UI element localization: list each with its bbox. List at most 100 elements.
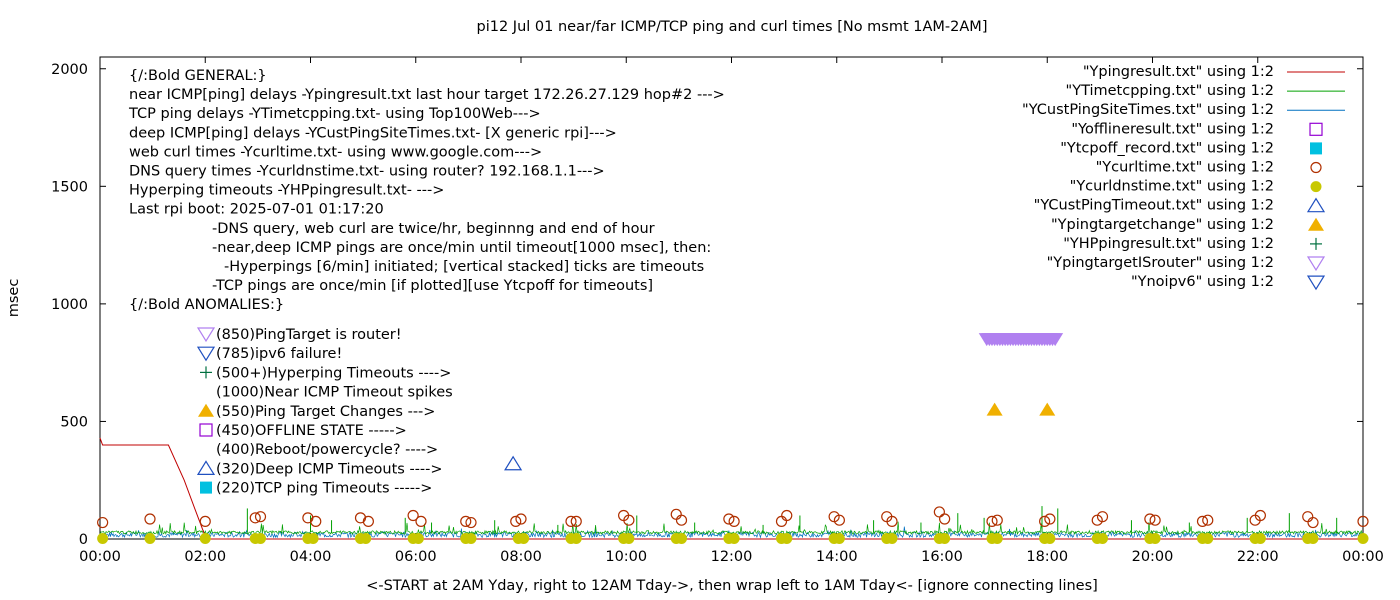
series-6-point	[991, 533, 1003, 545]
series-6-point	[623, 533, 635, 545]
legend-swatch	[1310, 181, 1322, 193]
legend-label: "YTimetcpping.txt" using 1:2	[1066, 83, 1274, 99]
series-5-point	[510, 515, 522, 527]
series-5-point	[144, 513, 156, 525]
legend-label: "Yofflineresult.txt" using 1:2	[1071, 121, 1274, 137]
legend-label: "Ypingresult.txt" using 1:2	[1083, 64, 1274, 80]
legend-label: "Ynoipv6" using 1:2	[1131, 274, 1274, 290]
anomaly-key-symbol	[198, 403, 214, 417]
anomaly-key-label: (220)TCP ping Timeouts ----->	[216, 481, 432, 497]
series-5-point	[670, 508, 682, 520]
anomaly-key-label: (550)Ping Target Changes --->	[216, 404, 435, 420]
series-8-point	[986, 402, 1003, 416]
series-5-point	[886, 515, 898, 527]
legend-swatch	[1310, 161, 1322, 174]
anomaly-key-symbol	[196, 327, 216, 343]
series-6-point	[412, 533, 424, 545]
plot-area: 00:00 02:00 04:00 06:00 08:00 10:00 12:00 14:00…	[51, 56, 1384, 565]
anomaly-key-symbol	[196, 460, 216, 475]
series-5-point	[933, 506, 945, 518]
anomaly-key-label: (320)Deep ICMP Timeouts ---->	[216, 461, 443, 477]
x-tick-label: 20:00	[1132, 549, 1174, 565]
legend-label: "Ycurltime.txt" using 1:2	[1096, 160, 1274, 176]
series-6-point	[886, 533, 898, 545]
anomaly-key-label: (1000)Near ICMP Timeout spikes	[216, 385, 453, 401]
series-5-point	[1096, 511, 1109, 523]
annotation-line: near ICMP[ping] delays -Ypingresult.txt …	[129, 87, 725, 103]
series-5-point	[775, 515, 788, 527]
series-6-point	[97, 533, 109, 545]
x-tick-label: 14:00	[816, 549, 858, 565]
annotation-line: deep ICMP[ping] delays -YCustPingSiteTim…	[129, 125, 617, 141]
annotation-line: TCP ping delays -YTimetcpping.txt- using…	[128, 106, 541, 122]
series-5-point	[1149, 514, 1161, 526]
series-6-point	[1254, 533, 1266, 545]
series-5-point	[1144, 513, 1156, 525]
legend-label: "YpingtargetISrouter" using 1:2	[1047, 255, 1274, 271]
series-5-point	[833, 514, 845, 526]
annotation-line: -DNS query, web curl are twice/hr, begin…	[212, 221, 655, 237]
chart-title: pi12 Jul 01 near/far ICMP/TCP ping and c…	[477, 19, 988, 35]
legend-label: "Ycurldnstime.txt" using 1:2	[1070, 179, 1274, 195]
series-5-point	[623, 514, 635, 526]
series-6-point	[939, 533, 951, 545]
legend-swatch	[1308, 217, 1324, 231]
series-5-point	[723, 513, 735, 525]
series-5-point	[565, 515, 577, 527]
series-5-point	[570, 515, 582, 527]
anomaly-key-symbol	[199, 423, 213, 437]
series-6-point	[1044, 533, 1056, 545]
legend-swatch	[1310, 237, 1322, 250]
legend-swatch	[1306, 256, 1326, 272]
annotation-line: -TCP pings are once/min [if plotted][use…	[212, 278, 653, 294]
legend-label: "YCustPingTimeout.txt" using 1:2	[1034, 198, 1274, 214]
x-tick-label: 22:00	[1237, 549, 1279, 565]
series-6-point	[1202, 533, 1214, 545]
y-tick-label: 500	[60, 414, 88, 430]
series-5-point	[728, 515, 740, 527]
series-5-point	[199, 515, 211, 527]
legend-swatch	[1309, 122, 1323, 136]
series-6-point	[781, 533, 793, 545]
x-tick-label: 00:00	[79, 549, 121, 565]
series-5-point	[1357, 515, 1369, 527]
series-6-point	[570, 533, 582, 545]
series-5-point	[249, 512, 261, 524]
legend-swatch	[1310, 142, 1322, 155]
series-5-point	[675, 514, 688, 526]
series-5-point	[354, 512, 367, 524]
series-5-point	[1039, 515, 1051, 527]
y-axis-label: msec	[6, 279, 22, 318]
series-6-point	[199, 533, 211, 545]
annotation-block: {/:Bold GENERAL:} near ICMP[ping] delays …	[128, 68, 725, 497]
series-7-point	[504, 455, 523, 471]
series-5-point	[1302, 511, 1314, 523]
anomaly-key-label: (400)Reboot/powercycle? ---->	[216, 442, 438, 458]
x-tick-label: 00:00	[1342, 549, 1384, 565]
legend-swatch	[1306, 275, 1326, 291]
series-5-point	[1044, 513, 1056, 525]
series-6-point	[518, 533, 530, 545]
anomaly-key-label: (785)ipv6 failure!	[216, 346, 342, 362]
legend-swatch	[1306, 197, 1326, 213]
x-tick-label: 04:00	[290, 549, 332, 565]
series-5-point	[515, 513, 527, 525]
series-6-point	[144, 533, 156, 545]
series-5-point	[415, 515, 427, 527]
annotation-line: DNS query times -Ycurldnstime.txt- using…	[129, 164, 605, 180]
x-tick-label: 02:00	[184, 549, 226, 565]
y-tick-label: 0	[79, 532, 88, 548]
anomaly-key-label: (850)PingTarget is router!	[216, 327, 402, 343]
annotation-line: -Hyperpings [6/min] initiated; [vertical…	[224, 259, 704, 275]
legend-label: "Ypingtargetchange" using 1:2	[1051, 217, 1274, 233]
series-5-point	[939, 513, 951, 525]
x-tick-label: 12:00	[711, 549, 753, 565]
annotation-line: Hyperping timeouts -YHPpingresult.txt- -…	[129, 183, 444, 199]
series-5-point	[310, 515, 322, 527]
legend-label: "YHPpingresult.txt" using 1:2	[1063, 236, 1274, 252]
x-tick-label: 16:00	[921, 549, 963, 565]
legend-label: "YCustPingSiteTimes.txt" using 1:2	[1022, 102, 1274, 118]
series-6-point	[676, 533, 688, 545]
series-6-point	[1307, 533, 1319, 545]
x-tick-label: 18:00	[1026, 549, 1068, 565]
